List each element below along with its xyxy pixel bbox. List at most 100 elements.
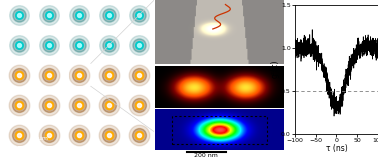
Point xyxy=(17,104,23,106)
Point xyxy=(136,14,142,16)
Point xyxy=(17,14,23,16)
Point xyxy=(17,133,23,136)
Point xyxy=(76,14,82,16)
Point xyxy=(76,133,82,136)
Point xyxy=(136,104,142,106)
Point xyxy=(46,133,53,136)
Point xyxy=(136,44,142,46)
Point xyxy=(106,14,112,16)
Point xyxy=(17,44,23,46)
Point xyxy=(106,14,112,16)
Point xyxy=(76,104,82,106)
Point xyxy=(76,74,82,76)
Point xyxy=(46,44,53,46)
Point xyxy=(76,74,82,76)
Point xyxy=(106,14,112,16)
Point xyxy=(17,104,23,106)
Point xyxy=(46,133,53,136)
Point xyxy=(136,74,142,76)
Point xyxy=(46,74,53,76)
Point xyxy=(17,104,23,106)
Point xyxy=(106,133,112,136)
Point xyxy=(136,104,142,106)
Point xyxy=(46,44,53,46)
Point xyxy=(76,14,82,16)
Point xyxy=(136,104,142,106)
X-axis label: τ (ns): τ (ns) xyxy=(325,144,347,153)
Point xyxy=(17,74,23,76)
Point xyxy=(136,74,142,76)
Point xyxy=(17,44,23,46)
Point xyxy=(76,74,82,76)
Point xyxy=(46,104,53,106)
Point xyxy=(106,44,112,46)
Point xyxy=(136,14,142,16)
Point xyxy=(46,104,53,106)
Point xyxy=(106,14,112,16)
Point xyxy=(17,44,23,46)
Point xyxy=(106,133,112,136)
Point xyxy=(46,44,53,46)
Point xyxy=(136,133,142,136)
Point xyxy=(136,44,142,46)
Point xyxy=(106,44,112,46)
Point xyxy=(136,44,142,46)
Point xyxy=(46,14,53,16)
Point xyxy=(17,14,23,16)
Point xyxy=(46,14,53,16)
Point xyxy=(136,44,142,46)
Point xyxy=(76,133,82,136)
Point xyxy=(76,44,82,46)
Point xyxy=(76,104,82,106)
Point xyxy=(46,104,53,106)
Point xyxy=(136,74,142,76)
Point xyxy=(46,74,53,76)
Point xyxy=(76,104,82,106)
Point xyxy=(76,14,82,16)
Point xyxy=(76,133,82,136)
Point xyxy=(106,74,112,76)
Point xyxy=(17,104,23,106)
Point xyxy=(106,74,112,76)
Text: 5 μm: 5 μm xyxy=(33,136,48,141)
Point xyxy=(17,14,23,16)
Point xyxy=(17,133,23,136)
Point xyxy=(76,133,82,136)
Point xyxy=(17,74,23,76)
Point xyxy=(136,133,142,136)
Point xyxy=(17,74,23,76)
Point xyxy=(136,133,142,136)
Point xyxy=(106,74,112,76)
Point xyxy=(76,44,82,46)
Point xyxy=(136,14,142,16)
Bar xyxy=(172,116,267,144)
Point xyxy=(17,133,23,136)
Point xyxy=(17,44,23,46)
Point xyxy=(46,14,53,16)
Point xyxy=(136,14,142,16)
Point xyxy=(46,133,53,136)
Point xyxy=(106,44,112,46)
Point xyxy=(46,14,53,16)
Point xyxy=(76,44,82,46)
Text: 200 nm: 200 nm xyxy=(194,153,218,158)
Point xyxy=(76,74,82,76)
Point xyxy=(46,133,53,136)
Point xyxy=(136,133,142,136)
Point xyxy=(136,104,142,106)
Point xyxy=(46,74,53,76)
Point xyxy=(76,44,82,46)
Y-axis label: g²(τ): g²(τ) xyxy=(271,60,280,78)
Point xyxy=(46,44,53,46)
Point xyxy=(17,133,23,136)
Point xyxy=(17,14,23,16)
Point xyxy=(106,74,112,76)
Point xyxy=(106,104,112,106)
Point xyxy=(46,74,53,76)
Point xyxy=(106,104,112,106)
Point xyxy=(46,104,53,106)
Point xyxy=(106,104,112,106)
Point xyxy=(76,14,82,16)
Point xyxy=(136,74,142,76)
Point xyxy=(106,133,112,136)
